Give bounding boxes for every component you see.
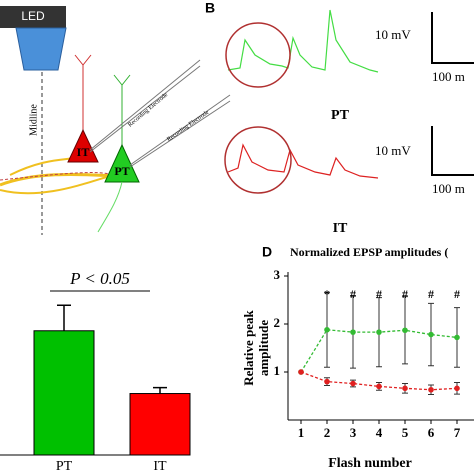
x-tick-label: IT [153,459,167,474]
axon [0,175,111,195]
midline-label: Midline [28,104,39,136]
annotation: # [428,287,434,301]
panel-label: D [262,244,272,260]
scale-bar [431,12,474,64]
electrode [89,65,201,153]
y-tick-label: 3 [274,267,281,282]
x-tick-label: 1 [298,425,305,440]
it-label: IT [77,145,90,159]
electrode [129,94,231,166]
x-tick-label: 7 [454,425,461,440]
electrode-label: Recording Electrode [166,109,210,142]
annotation: # [454,287,460,301]
led-label: LED [21,9,45,23]
scale-label: 10 mV [375,27,411,42]
highlight-circle [224,126,292,194]
point [454,385,460,392]
error-bar [57,304,71,331]
x-tick-label: 2 [324,425,331,440]
annotation: * [324,287,330,301]
panel-a: LED Midline IT PT Recording Electrode Re… [0,6,231,235]
pt-axon [97,181,123,233]
y-axis-label: amplitude [256,320,271,377]
scale-bar [431,126,474,176]
it-neuron [67,128,99,163]
projection [0,172,111,181]
it-trace [227,143,379,179]
y-tick-label: 1 [274,363,281,378]
panel-label: B [205,0,215,16]
y-tick-label: 2 [274,315,281,330]
point [402,327,408,334]
point [350,380,356,387]
panel-b: B 10 mV 100 m PT 10 mV 100 m IT [205,0,474,236]
y-axis-label: Relative peak [241,310,256,386]
annotation: # [350,287,356,301]
x-axis-label: Flash number [328,456,412,471]
point [402,385,408,392]
x-tick-label: 3 [350,425,357,440]
point [324,326,330,333]
x-tick-label: 6 [428,425,435,440]
electrode-label: Recording Electrode [127,92,169,129]
trace-label: PT [331,108,350,123]
scale-label: 10 mV [375,143,411,158]
pt-label: PT [114,164,129,178]
annotation: # [402,287,408,301]
bar [33,330,95,456]
error-bar [153,386,167,394]
point [428,331,434,338]
pt-trace [227,9,379,73]
x-tick-label: 5 [402,425,409,440]
scale-label: 100 m [432,181,465,196]
chart-title: Normalized EPSP amplitudes ( [290,245,448,259]
pt-dendrite [113,74,131,86]
led-cone [15,27,67,71]
electrode [89,59,201,151]
point [376,383,382,390]
highlight-circle [225,22,291,88]
point [454,334,460,341]
point [324,378,330,385]
annotation: # [376,287,382,301]
bar [129,393,191,456]
scale-label: 100 m [432,69,465,84]
electrode [129,100,231,168]
point [376,329,382,335]
x-tick-label: PT [56,459,73,474]
it-dendrite [74,54,92,66]
point [350,329,356,335]
annotation: P < 0.05 [69,269,130,288]
point [298,369,304,375]
point [428,386,434,393]
x-tick-label: 4 [376,425,383,440]
trace-label: IT [333,221,348,236]
led-box [0,6,66,28]
